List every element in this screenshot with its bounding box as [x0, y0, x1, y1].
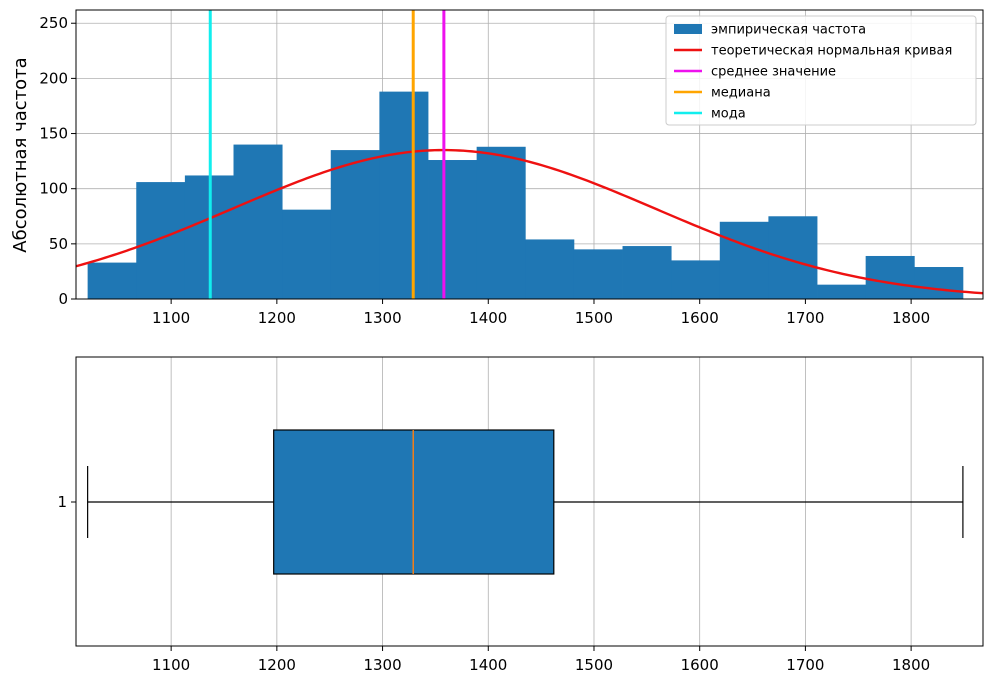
histogram-x-tick-label: 1400	[469, 309, 507, 327]
vertical-lines-layer	[208, 10, 446, 299]
histogram-x-ticks: 1100 1200 1300 1400 1500 1600 1700 1800	[152, 299, 930, 327]
histogram-bar	[768, 216, 818, 299]
histogram-bar	[865, 255, 915, 299]
histogram-x-tick-label: 1700	[786, 309, 824, 327]
boxplot-category-label: 1	[57, 493, 67, 511]
histogram-y-tick-label: 250	[39, 14, 68, 32]
legend-box	[665, 15, 977, 126]
histogram-bar	[476, 146, 526, 299]
histogram-bar	[573, 249, 623, 299]
histogram-bar	[719, 221, 769, 299]
histogram-x-tick-label: 1200	[258, 309, 296, 327]
boxplot-x-ticks: 1100 1200 1300 1400 1500 1600 1700 1800	[152, 646, 930, 674]
histogram-bar	[282, 209, 332, 299]
histogram-y-tick-label: 50	[49, 235, 68, 253]
boxplot-x-tick-label: 1100	[152, 656, 190, 674]
boxplot-x-tick-label: 1500	[575, 656, 613, 674]
legend-item-mode-label: мода	[711, 107, 746, 122]
legend-item-normal-label: теоретическая нормальная кривая	[711, 44, 952, 59]
legend-item-empirical-label: эмпирическая частота	[711, 23, 866, 38]
histogram-x-tick-label: 1500	[575, 309, 613, 327]
boxplot-y-ticks: 1	[57, 493, 76, 511]
histogram-y-tick-label: 100	[39, 180, 68, 198]
boxplot-x-tick-label: 1600	[681, 656, 719, 674]
boxplot-x-tick-label: 1700	[786, 656, 824, 674]
histogram-y-ticks: 0 50 100 150 200 250	[39, 14, 76, 308]
boxplot-marks	[87, 429, 964, 575]
boxplot-x-tick-label: 1300	[363, 656, 401, 674]
histogram-y-tick-label: 0	[58, 290, 68, 308]
legend: эмпирическая частота теоретическая нормал…	[665, 15, 977, 126]
histogram-bar	[671, 260, 721, 299]
histogram-panel: 1100 1200 1300 1400 1500 1600 1700 1800 0 50 100 1…	[10, 9, 984, 327]
boxplot-panel: 1100 1200 1300 1400 1500 1600 1700 1800 1	[57, 356, 984, 674]
histogram-x-tick-label: 1800	[892, 309, 930, 327]
boxplot-x-tick-label: 1800	[892, 656, 930, 674]
histogram-x-tick-label: 1600	[681, 309, 719, 327]
histogram-bar	[379, 91, 429, 300]
histogram-y-tick-label: 200	[39, 69, 68, 87]
normal-curve-layer	[75, 148, 984, 295]
boxplot-x-tick-label: 1400	[469, 656, 507, 674]
histogram-y-axis-label: Абсолютная частота	[10, 57, 31, 252]
histogram-frame	[75, 9, 984, 300]
legend-item-mean-label: среднее значение	[711, 65, 836, 80]
histogram-x-tick-label: 1100	[152, 309, 190, 327]
legend-item-empirical-swatch	[674, 24, 702, 34]
histogram-bar	[233, 144, 283, 299]
histogram-bar	[914, 267, 964, 299]
histogram-bar	[622, 246, 672, 299]
boxplot-x-tick-label: 1200	[258, 656, 296, 674]
histogram-bar	[525, 239, 575, 299]
histogram-bar	[330, 150, 380, 299]
histogram-y-tick-label: 150	[39, 125, 68, 143]
histogram-bar	[136, 182, 186, 299]
histogram-bar	[87, 262, 137, 299]
histogram-x-tick-label: 1300	[363, 309, 401, 327]
histogram-bar	[817, 284, 867, 299]
histogram-bar	[428, 160, 478, 299]
normal-curve-line	[75, 148, 984, 295]
legend-item-median-label: медиана	[711, 86, 771, 101]
